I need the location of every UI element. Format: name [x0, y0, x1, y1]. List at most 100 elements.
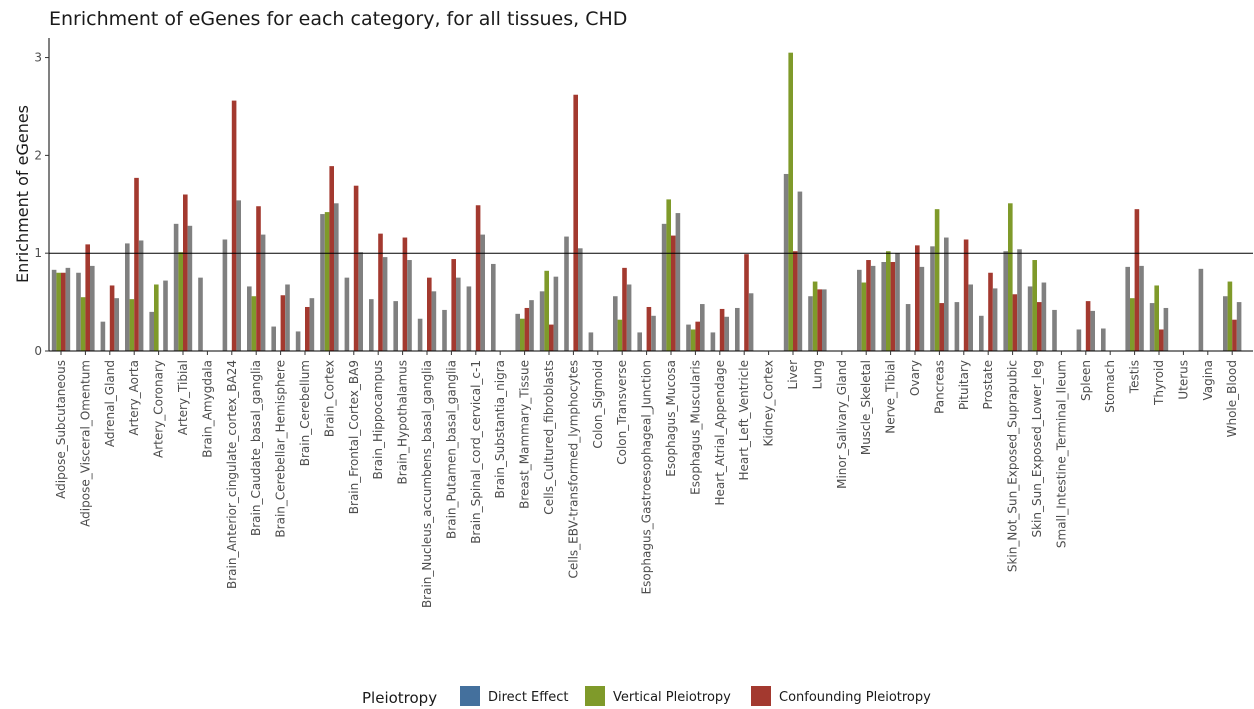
bar	[427, 277, 432, 351]
bar	[51, 269, 57, 351]
bar	[309, 298, 315, 351]
bar	[134, 177, 139, 351]
bar	[1037, 302, 1042, 351]
bar	[919, 266, 925, 351]
bar	[1032, 260, 1037, 351]
x-tick-label: Stomach	[1103, 360, 1117, 413]
bar	[285, 284, 290, 351]
bar	[529, 300, 534, 351]
bar	[671, 235, 676, 351]
legend-key	[460, 686, 480, 706]
bar	[1134, 209, 1140, 351]
bar	[475, 205, 481, 351]
bar	[138, 240, 144, 351]
bar	[979, 315, 984, 351]
bar	[1017, 249, 1022, 351]
bar	[930, 246, 935, 351]
x-tick-label: Brain_Hippocampus	[371, 360, 385, 480]
bar	[710, 332, 716, 351]
bar	[451, 259, 456, 351]
x-tick-label: Esophagus_Muscularis	[688, 360, 702, 495]
bar	[1076, 329, 1082, 351]
bar	[861, 282, 867, 351]
bar	[231, 100, 237, 351]
x-tick-label: Colon_Sigmoid	[591, 360, 605, 449]
bar	[857, 269, 862, 351]
x-tick-label: Brain_Putamen_basal_ganglia	[444, 360, 458, 539]
bar	[442, 309, 447, 351]
bar	[515, 313, 520, 351]
bar	[222, 239, 228, 351]
bar	[491, 263, 496, 351]
bar	[247, 286, 252, 351]
x-tick-label: Pancreas	[932, 360, 946, 414]
bar	[187, 225, 193, 351]
bar	[163, 280, 168, 351]
y-tick-label: 3	[34, 51, 42, 65]
x-tick-label: Liver	[786, 360, 800, 390]
bar	[382, 257, 388, 351]
x-tick-label: Brain_Cerebellar_Hemisphere	[274, 360, 288, 538]
bar	[822, 289, 827, 351]
bar	[80, 297, 86, 351]
x-tick-label: Adipose_Subcutaneous	[54, 360, 68, 499]
bar	[1090, 310, 1095, 351]
bar	[675, 213, 681, 351]
x-tick-label: Pituitary	[957, 360, 971, 410]
bar	[1101, 328, 1106, 351]
bar	[866, 260, 871, 351]
bar	[1232, 319, 1237, 351]
x-tick-label: Cells_Cultured_fibroblasts	[542, 360, 556, 515]
x-tick-label: Brain_Cortex	[322, 360, 336, 437]
bar	[65, 267, 71, 351]
bar	[963, 239, 969, 351]
x-tick-label: Brain_Anterior_cingulate_cortex_BA24	[225, 360, 239, 589]
bar	[646, 306, 652, 351]
bar	[954, 302, 960, 351]
bar	[817, 289, 822, 351]
bar	[544, 270, 549, 351]
bar	[549, 324, 554, 351]
legend-label: Confounding Pleiotropy	[779, 690, 931, 705]
bar	[1003, 251, 1008, 351]
bar	[661, 223, 667, 351]
x-tick-label: Esophagus_Mucosa	[664, 360, 678, 477]
x-tick-label: Artery_Coronary	[152, 360, 166, 458]
plot-area: 0 1 2 3 Adipose_Subcutaneous Adipose_Visceral…	[34, 38, 1253, 608]
bar	[695, 321, 700, 351]
bar	[637, 332, 642, 351]
x-tick-label: Brain_Cerebellum	[298, 360, 312, 466]
x-tick-label: Brain_Hypothalamus	[396, 360, 410, 484]
bar	[812, 281, 818, 351]
bar	[236, 200, 241, 351]
bar	[651, 315, 656, 351]
bar	[198, 277, 203, 351]
bar	[724, 316, 729, 351]
bar	[944, 237, 949, 351]
x-tick-label: Nerve_Tibial	[884, 360, 898, 434]
bar	[783, 173, 789, 351]
bar	[915, 245, 920, 351]
legend-key	[751, 686, 771, 706]
bar	[280, 295, 286, 351]
y-tick-label: 0	[34, 344, 42, 358]
bar	[748, 293, 754, 351]
bar	[329, 166, 334, 351]
bar	[358, 252, 363, 351]
bar	[1236, 302, 1242, 351]
bar	[431, 291, 437, 351]
legend-title: Pleiotropy	[362, 689, 437, 707]
bar	[344, 277, 350, 351]
bar	[393, 301, 398, 351]
x-tick-label: Skin_Not_Sun_Exposed_Suprapubic	[1006, 360, 1020, 572]
bar	[613, 296, 618, 351]
bar	[1227, 281, 1233, 351]
x-tick-label: Prostate	[981, 360, 995, 409]
x-tick-label: Brain_Nucleus_accumbens_basal_ganglia	[420, 360, 434, 608]
y-axis-label: Enrichment of eGenes	[13, 105, 32, 283]
bar	[369, 299, 374, 351]
bar	[890, 261, 896, 351]
bar	[178, 252, 183, 351]
bar	[1130, 298, 1135, 351]
